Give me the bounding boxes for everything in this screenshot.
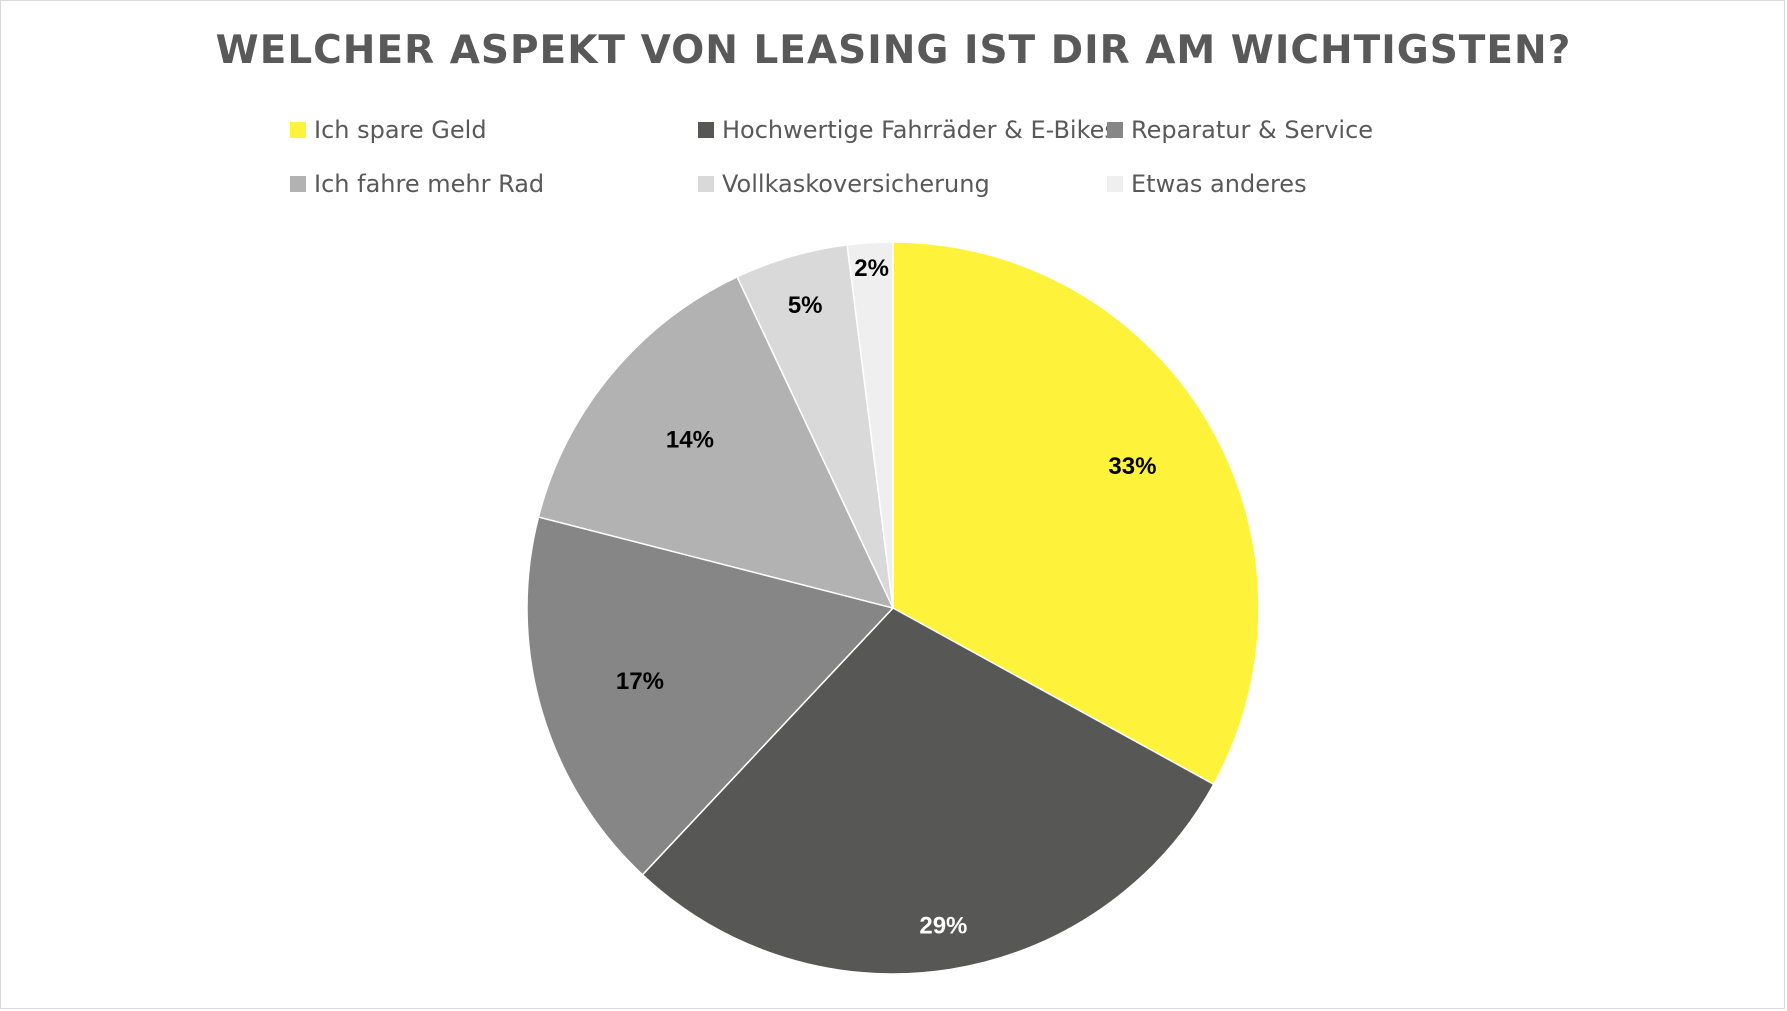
legend: Ich spare Geld Hochwertige Fahrräder & E…	[290, 110, 1540, 230]
legend-label: Reparatur & Service	[1131, 116, 1374, 144]
legend-swatch	[698, 176, 714, 192]
legend-swatch	[290, 176, 306, 192]
legend-label: Ich fahre mehr Rad	[314, 170, 545, 198]
pie-slice-2	[526, 516, 895, 876]
legend-swatch	[698, 122, 714, 138]
legend-label: Etwas anderes	[1131, 170, 1307, 198]
slice-data-label: 29%	[919, 913, 967, 940]
legend-item-vollkaskoversicherung: Vollkaskoversicherung	[698, 164, 990, 204]
legend-item-reparatur-service: Reparatur & Service	[1107, 110, 1373, 150]
legend-swatch	[290, 122, 306, 138]
pie-slice-1	[641, 607, 1215, 975]
slice-data-label: 33%	[1108, 453, 1156, 480]
pie-slice-3	[537, 275, 895, 610]
legend-label: Hochwertige Fahrräder & E-Bikes	[722, 116, 1117, 144]
slice-data-label: 2%	[854, 255, 889, 282]
pie-slice-5	[846, 241, 894, 609]
legend-swatch	[1107, 176, 1123, 192]
legend-item-ich-spare-geld: Ich spare Geld	[290, 110, 487, 150]
pie-slice-0	[892, 241, 1260, 786]
chart-title: WELCHER ASPEKT VON LEASING IST DIR AM WI…	[215, 28, 1572, 73]
legend-swatch	[1107, 122, 1123, 138]
legend-label: Ich spare Geld	[314, 116, 487, 144]
legend-item-etwas-anderes: Etwas anderes	[1107, 164, 1307, 204]
legend-label: Vollkaskoversicherung	[722, 170, 990, 198]
legend-item-ich-fahre-mehr-rad: Ich fahre mehr Rad	[290, 164, 544, 204]
legend-item-hochwertige-fahrraeder: Hochwertige Fahrräder & E-Bikes	[698, 110, 1117, 150]
slice-data-label: 14%	[666, 427, 714, 454]
slice-data-label: 17%	[616, 668, 664, 695]
slice-data-label: 5%	[788, 292, 823, 319]
